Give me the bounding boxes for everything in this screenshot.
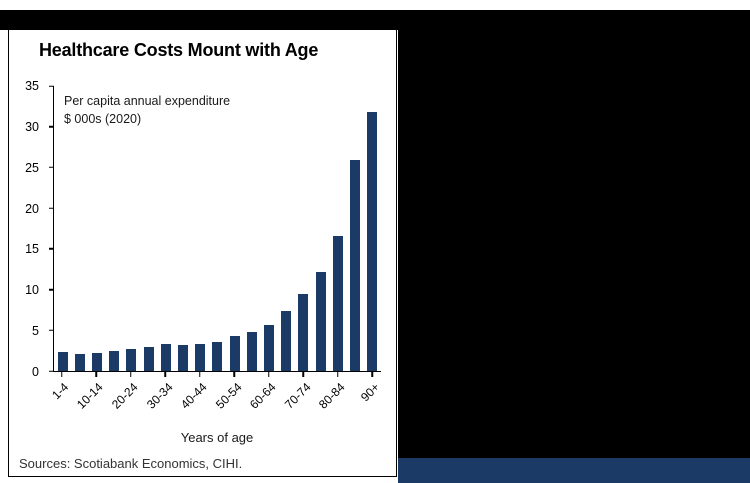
bar-slot-70-74 [295, 86, 312, 371]
x-tick-mark [60, 372, 63, 377]
y-tick-mark [49, 166, 54, 169]
x-tick-mark [129, 372, 132, 377]
y-tick-mark [49, 85, 54, 87]
y-tick-label: 10 [25, 283, 39, 298]
y-tick-mark [49, 125, 54, 128]
chart-title: Healthcare Costs Mount with Age [39, 40, 319, 60]
bar-series [54, 86, 381, 371]
bar-slot-25-29 [140, 86, 157, 371]
bar-35-39 [178, 344, 188, 371]
sources-note: Sources: Scotiabank Economics, CIHI. [19, 456, 243, 471]
bar-20-24 [126, 349, 137, 371]
bar-1-4 [57, 352, 68, 371]
x-tick-mark [198, 372, 201, 377]
x-tick-label: 1-4 [49, 380, 72, 403]
plot-wrap: 0 5 10 15 20 25 30 35 Per capita annual expendi… [9, 30, 396, 476]
x-axis-title: Years of age [180, 430, 254, 445]
annotation-line-2: $ 000s (2020) [64, 112, 142, 127]
y-tick-label: 30 [25, 119, 39, 134]
bar-slot-5-9 [71, 86, 88, 371]
bar-50-54 [229, 336, 240, 371]
bar-15-19 [109, 350, 120, 371]
bar-slot-20-24 [123, 86, 140, 371]
bar-80-84 [332, 235, 343, 371]
y-tick-mark [49, 288, 54, 291]
bar-slot-75-79 [312, 86, 329, 371]
x-tick-label: 30-34 [143, 380, 176, 412]
x-axis-labels: 1-4 10-14 20-24 30-34 40-44 50-54 60-64 70-74 80… [49, 372, 383, 424]
x-tick-label: 90+ [357, 380, 383, 405]
bar-5-9 [74, 353, 85, 371]
x-tick-label: 70-74 [281, 380, 314, 412]
bar-slot-50-54 [226, 86, 243, 371]
bar-70-74 [298, 294, 309, 371]
x-tick-label: 80-84 [316, 380, 348, 412]
bar-slot-55-59 [243, 86, 260, 371]
y-tick-label: 25 [25, 160, 39, 175]
x-tick-label: 20-24 [108, 380, 141, 412]
bar-55-59 [246, 331, 257, 371]
x-tick-label: 60-64 [247, 380, 279, 412]
bar-slot-65-69 [278, 86, 295, 371]
x-tick-label: 10-14 [74, 380, 107, 412]
bar-slot-10-14 [88, 86, 105, 371]
bar-65-69 [281, 310, 292, 371]
bar-10-14 [92, 353, 102, 371]
bar-40-44 [195, 344, 206, 371]
bar-90+ [367, 112, 378, 371]
bar-slot-1-4 [54, 86, 71, 371]
y-tick-label: 20 [25, 201, 39, 216]
top-black-band [0, 10, 750, 30]
x-tick-mark [337, 372, 339, 377]
x-tick-mark [268, 372, 270, 377]
bar-slot-60-64 [260, 86, 277, 371]
chart-panel: Healthcare Costs Mount with Age 0 5 10 15 20… [8, 29, 397, 477]
y-tick-label: 35 [25, 79, 39, 93]
right-black-panel [398, 30, 750, 483]
x-tick-mark [233, 372, 235, 377]
x-tick-mark [302, 372, 305, 377]
x-tick-mark [164, 372, 166, 377]
y-tick-mark [49, 329, 54, 332]
y-tick-mark [49, 248, 54, 250]
plot-area: Per capita annual expenditure $ 000s (20… [49, 85, 381, 372]
y-tick-mark [49, 207, 54, 209]
y-axis-labels: 0 5 10 15 20 25 30 35 [17, 79, 47, 379]
y-tick-label: 15 [25, 242, 39, 257]
bar-slot-30-34 [157, 86, 174, 371]
y-tick-label: 0 [32, 365, 39, 379]
bar-85-89 [350, 160, 361, 371]
bar-slot-80-84 [329, 86, 346, 371]
accent-strip [398, 458, 750, 483]
bar-slot-45-49 [209, 86, 226, 371]
bar-slot-35-39 [174, 86, 191, 371]
annotation-line-1: Per capita annual expenditure [64, 94, 231, 108]
bar-45-49 [212, 341, 223, 371]
bar-slot-85-89 [346, 86, 363, 371]
x-tick-label: 50-54 [212, 380, 245, 412]
bar-60-64 [264, 324, 275, 371]
bar-25-29 [143, 347, 154, 371]
bar-slot-15-19 [106, 86, 123, 371]
bar-slot-90+ [364, 86, 381, 371]
x-tick-mark [95, 372, 97, 377]
x-tick-label: 40-44 [178, 380, 210, 412]
bar-75-79 [315, 271, 326, 371]
x-tick-mark [371, 372, 374, 377]
bar-30-34 [160, 344, 171, 371]
y-tick-mark [49, 370, 54, 372]
y-tick-label: 5 [32, 324, 39, 339]
chart-annotation: Per capita annual expenditure $ 000s (20… [64, 92, 230, 128]
bar-slot-40-44 [192, 86, 209, 371]
